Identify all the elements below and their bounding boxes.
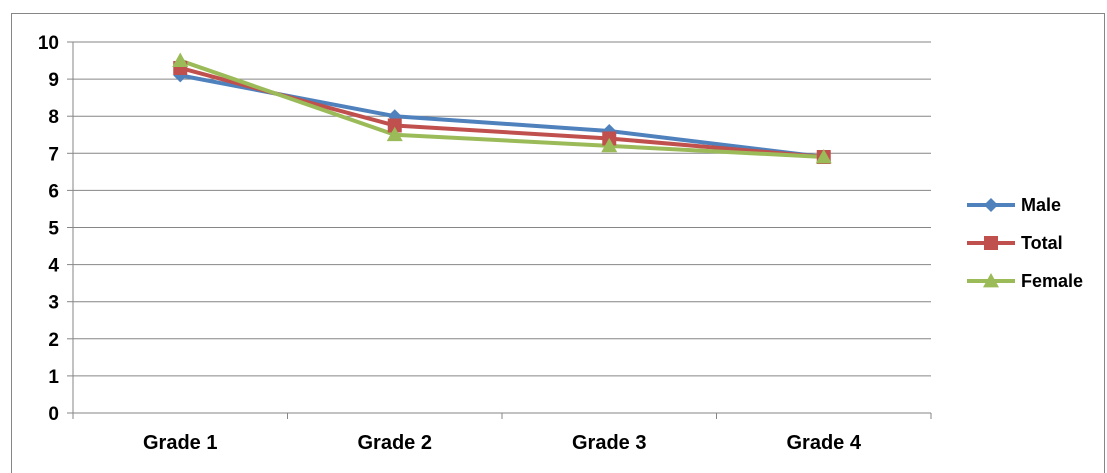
y-tick-label-7: 7 (48, 144, 59, 165)
legend-item-male: Male (967, 195, 1061, 215)
point-female-2 (386, 126, 403, 142)
point-female-1 (172, 52, 189, 67)
series-lines (179, 58, 824, 160)
x-tick-label-3: Grade 3 (572, 432, 646, 454)
y-tick-label-10: 10 (38, 33, 59, 54)
y-tick-label-8: 8 (48, 107, 59, 128)
legend: Male Total Female (967, 195, 1083, 291)
gridlines (73, 41, 931, 377)
x-tick-label-4: Grade 4 (787, 432, 862, 454)
y-tick-label-4: 4 (48, 256, 59, 277)
x-tick-label-1: Grade 1 (143, 432, 217, 454)
legend-label-male: Male (1021, 195, 1061, 215)
y-tick-labels: 0 1 2 3 4 5 6 7 8 9 10 (38, 33, 60, 425)
y-tick-label-5: 5 (48, 219, 59, 240)
y-tick-label-3: 3 (48, 293, 59, 314)
chart-frame (11, 13, 1105, 473)
y-tick-label-0: 0 (48, 404, 59, 425)
legend-item-total: Total (967, 233, 1063, 253)
point-female-4 (815, 149, 832, 164)
legend-label-total: Total (1021, 233, 1063, 253)
y-tick-label-1: 1 (48, 367, 59, 388)
legend-marker-total (984, 236, 998, 250)
legend-marker-male (984, 198, 998, 212)
axes (67, 41, 932, 419)
legend-marker-female (983, 273, 999, 288)
x-tick-label-2: Grade 2 (358, 432, 432, 454)
point-female-3 (601, 137, 618, 153)
series-line-female (179, 58, 824, 160)
legend-label-female: Female (1021, 271, 1083, 291)
legend-item-female: Female (967, 271, 1083, 291)
y-tick-label-9: 9 (48, 70, 59, 91)
point-total-2 (387, 118, 402, 133)
y-tick-label-6: 6 (48, 181, 59, 202)
x-tick-labels: Grade 1 Grade 2 Grade 3 Grade 4 (143, 432, 862, 454)
series-markers (172, 52, 832, 165)
y-tick-label-2: 2 (48, 330, 59, 351)
